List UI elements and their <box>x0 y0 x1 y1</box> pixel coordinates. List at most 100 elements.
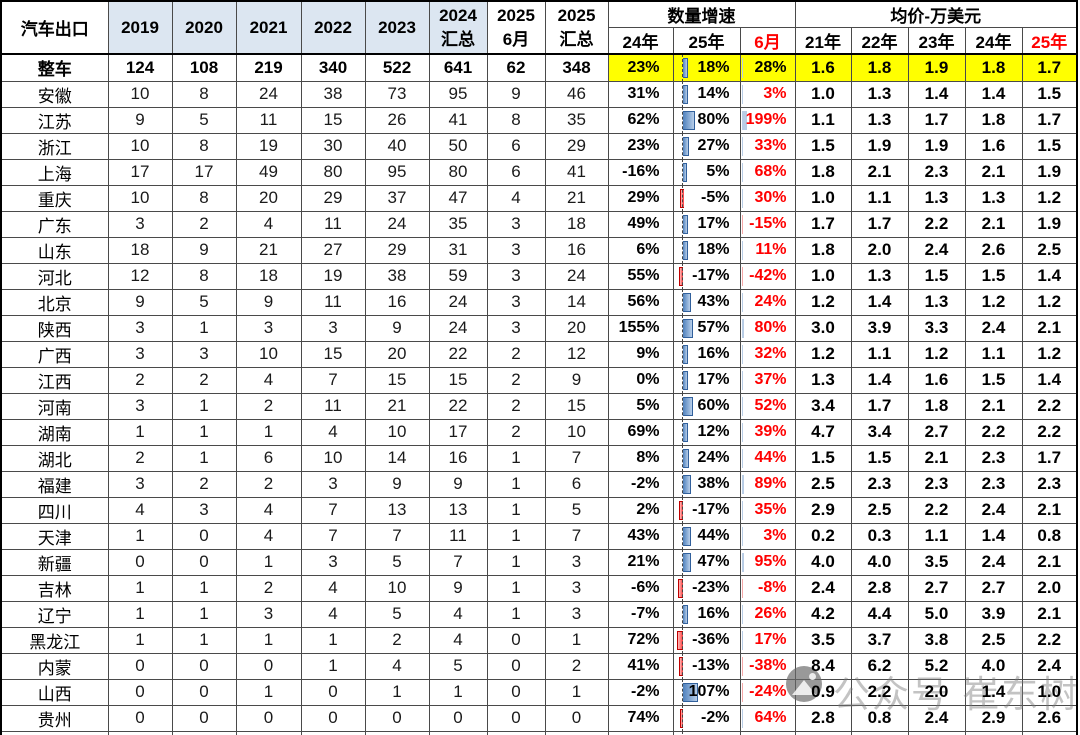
value-cell: 22 <box>428 392 488 420</box>
value-cell: 95 <box>364 158 430 186</box>
row-label: 辽宁 <box>0 600 109 628</box>
growth-25-cell: 80% <box>672 106 741 134</box>
growth-june-cell: 3% <box>739 80 796 108</box>
value-cell: 3 <box>486 236 546 264</box>
value-cell: 3 <box>235 314 302 342</box>
value-cell: 24 <box>544 262 609 290</box>
price-cell: 1.3 <box>850 262 909 290</box>
value-cell: 7 <box>364 522 430 550</box>
value-cell: 0 <box>300 730 366 735</box>
value-cell: 10 <box>364 574 430 602</box>
growth-25-cell: 18% <box>672 236 741 264</box>
row-label: 天津 <box>0 522 109 550</box>
subcol-growth-june: 6月 <box>739 27 796 55</box>
growth-25-cell: -36% <box>672 626 741 654</box>
row-label: 湖南 <box>0 418 109 446</box>
col-header-2025sum-line1: 2025 <box>557 5 596 25</box>
price-cell: 1.3 <box>850 80 909 108</box>
positive-data-bar <box>741 422 743 442</box>
value-cell: 340 <box>300 53 366 82</box>
subcol-price-23: 23年 <box>907 27 966 55</box>
value-cell: 47 <box>428 184 488 212</box>
value-cell: 522 <box>364 53 430 82</box>
price-cell: 4.7 <box>794 418 852 446</box>
price-cell: 1.3 <box>850 106 909 134</box>
row-label: 重庆 <box>0 184 109 212</box>
table-row: 内蒙 0 0 0 1 4 5 0 2 41% -13% -38% 8.4 6.2 5.2 4.0 2.4 <box>0 652 1078 680</box>
value-cell: 7 <box>300 522 366 550</box>
value-cell: 11 <box>300 392 366 420</box>
value-cell: 10 <box>107 184 173 212</box>
value-cell: 14 <box>544 288 609 316</box>
negative-data-bar <box>678 266 684 286</box>
value-cell: 12 <box>107 262 173 290</box>
price-cell: 1.8 <box>907 392 966 420</box>
price-cell: 3.8 <box>907 626 966 654</box>
col-header-2022: 2022 <box>300 0 366 55</box>
table-row: 四川 4 3 4 7 13 13 1 5 2% -17% 35% 2.9 2.5 2.2 2.4 2.1 <box>0 496 1078 524</box>
price-cell: 4.4 <box>850 600 909 628</box>
value-cell: 0 <box>300 704 366 732</box>
positive-data-bar <box>682 396 693 416</box>
growth-june-cell: 68% <box>739 158 796 186</box>
value-cell: 1 <box>544 678 609 706</box>
value-cell: 6 <box>486 132 546 160</box>
value-cell: 9 <box>544 366 609 394</box>
price-cell: 1.1 <box>850 184 909 212</box>
price-cell: 1.9 <box>907 53 966 82</box>
value-cell: 8 <box>171 262 237 290</box>
value-cell: 3 <box>107 392 173 420</box>
positive-data-bar <box>741 552 745 572</box>
value-cell: 10 <box>544 418 609 446</box>
price-cell: 1.8 <box>964 53 1023 82</box>
price-cell: 3.4 <box>850 418 909 446</box>
value-cell: 641 <box>428 53 488 82</box>
growth-24-cell: 29% <box>607 184 674 212</box>
table-row: 江西 2 2 4 7 15 15 2 9 0% 17% 37% 1.3 1.4 1.6 1.5 1.4 <box>0 366 1078 394</box>
value-cell: 1 <box>486 522 546 550</box>
value-cell: 11 <box>235 106 302 134</box>
value-cell: 1 <box>171 574 237 602</box>
row-label: 山西 <box>0 678 109 706</box>
growth-25-cell: 17% <box>672 210 741 238</box>
subcol-price-25: 25年 <box>1021 27 1078 55</box>
price-cell: 1.3 <box>964 184 1023 212</box>
value-cell: 1 <box>171 392 237 420</box>
price-cell: 0.8 <box>850 704 909 732</box>
value-cell: 9 <box>428 574 488 602</box>
growth-24-cell: -7% <box>607 600 674 628</box>
value-cell: 10 <box>107 132 173 160</box>
value-cell: 3 <box>171 340 237 368</box>
positive-data-bar <box>682 84 688 104</box>
value-cell: 4 <box>235 522 302 550</box>
subcol-price-21: 21年 <box>794 27 852 55</box>
negative-data-bar <box>678 578 684 598</box>
value-cell: 0 <box>486 652 546 680</box>
price-cell: 2.3 <box>907 470 966 498</box>
positive-data-bar <box>682 526 692 546</box>
price-cell: 2.1 <box>1021 314 1078 342</box>
table-row: 广东 3 2 4 11 24 35 3 18 49% 17% -15% 1.7 1.7 2.2 2.1 1.9 <box>0 210 1078 238</box>
value-cell: 13 <box>428 496 488 524</box>
growth-june-cell: -24% <box>739 678 796 706</box>
row-label: 河北 <box>0 262 109 290</box>
value-cell: 17 <box>107 158 173 186</box>
price-cell: 1.6 <box>907 366 966 394</box>
value-cell: 8 <box>171 80 237 108</box>
positive-data-bar <box>682 552 692 572</box>
growth-25-cell: 60% <box>672 392 741 420</box>
positive-data-bar <box>741 604 743 624</box>
price-cell: 1.4 <box>1021 366 1078 394</box>
price-cell: 1.6 <box>964 132 1023 160</box>
table-row: 辽宁 1 1 3 4 5 4 1 3 -7% 16% 26% 4.2 4.4 5.0 3.9 2.1 <box>0 600 1078 628</box>
value-cell: 3 <box>486 288 546 316</box>
positive-data-bar <box>682 136 690 156</box>
price-cell: 1.8 <box>794 236 852 264</box>
value-cell: 1 <box>300 626 366 654</box>
growth-24-cell: 155% <box>607 314 674 342</box>
value-cell: 0 <box>364 704 430 732</box>
row-label: 山东 <box>0 236 109 264</box>
value-cell: 4 <box>235 496 302 524</box>
positive-data-bar <box>741 318 744 338</box>
price-cell: 3.9 <box>850 314 909 342</box>
